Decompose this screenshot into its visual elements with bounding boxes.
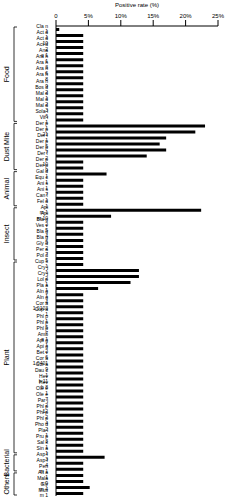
svg-text:Dust Mite: Dust Mite <box>8 132 10 162</box>
svg-text:Animal: Animal <box>8 178 10 200</box>
svg-text:10%: 10% <box>115 13 128 19</box>
svg-text:Insect: Insect <box>8 224 10 243</box>
svg-text:Positive rate (%): Positive rate (%) <box>115 2 159 8</box>
svg-text:Plant: Plant <box>8 349 10 365</box>
svg-text:20%: 20% <box>180 13 193 19</box>
svg-text:Others: Others <box>8 473 10 495</box>
svg-text:25%: 25% <box>212 13 220 19</box>
svg-text:Musm 1: Musm 1 <box>39 487 49 498</box>
svg-text:5%: 5% <box>84 13 93 19</box>
svg-text:15%: 15% <box>147 13 160 19</box>
svg-text:Food: Food <box>8 66 10 82</box>
svg-text:Bacterial: Bacterial <box>8 449 10 477</box>
svg-text:0: 0 <box>54 13 58 19</box>
